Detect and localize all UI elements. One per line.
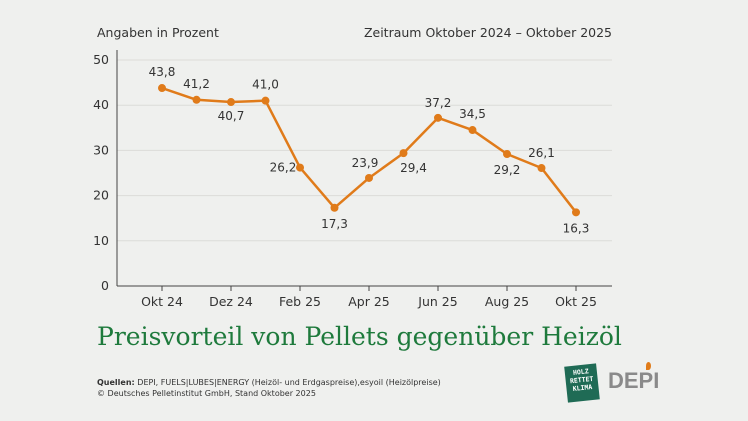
data-label: 26,2 (270, 161, 297, 175)
unit-label: Angaben in Prozent (97, 25, 219, 40)
data-point (261, 96, 270, 105)
copyright: © Deutsches Pelletinstitut GmbH, Stand O… (97, 389, 316, 398)
data-label: 34,5 (459, 107, 486, 121)
data-point (365, 173, 373, 182)
sources-label: Quellen: (97, 378, 135, 387)
data-label: 17,3 (321, 217, 348, 231)
data-point (434, 113, 442, 122)
y-tick-label: 40 (93, 97, 109, 112)
x-tick-label: Dez 24 (209, 294, 253, 309)
data-label: 41,2 (183, 77, 210, 91)
data-label: 41,0 (252, 78, 279, 92)
data-label: 29,2 (494, 163, 521, 177)
x-tick-label: Jun 25 (417, 294, 457, 309)
data-label: 40,7 (218, 109, 245, 123)
holz-rettet-klima-logo: HOLZ RETTET KLIMA (564, 363, 600, 403)
line-chart: 0 10 20 30 40 50 Okt 24 Dez 24 Feb 25 Apr 25 Jun 2… (93, 50, 612, 309)
y-tick-label: 10 (93, 233, 109, 248)
data-point (572, 208, 580, 217)
data-point (330, 203, 339, 212)
y-tick-label: 20 (93, 188, 109, 203)
data-point (192, 95, 201, 104)
x-tick-label: Aug 25 (485, 294, 529, 309)
data-label: 29,4 (400, 161, 427, 175)
chart-title: Preisvorteil von Pellets gegenüber Heizö… (97, 322, 622, 351)
y-tick-label: 30 (93, 142, 109, 157)
y-tick-label: 0 (101, 278, 109, 293)
data-point (296, 163, 304, 172)
data-label: 23,9 (352, 156, 379, 170)
data-label: 16,3 (563, 221, 590, 235)
data-point (537, 164, 546, 173)
period-label: Zeitraum Oktober 2024 – Oktober 2025 (363, 25, 612, 40)
x-tick-label: Okt 24 (141, 294, 183, 309)
data-label: 43,8 (149, 65, 176, 79)
sources-text: DEPI, FUELS|LUBES|ENERGY (Heizöl- und Er… (134, 378, 441, 387)
y-tick-label: 50 (93, 52, 109, 67)
x-tick-label: Okt 25 (555, 294, 597, 309)
x-tick-label: Apr 25 (348, 294, 390, 309)
data-point (158, 84, 166, 93)
depi-logo: DEPI (608, 362, 659, 394)
data-point (503, 150, 511, 159)
data-label: 26,1 (528, 146, 555, 160)
data-point (468, 126, 477, 135)
x-tick-label: Feb 25 (279, 294, 321, 309)
data-label: 37,2 (425, 96, 452, 110)
data-point (227, 98, 235, 107)
data-point (399, 149, 408, 158)
sources: Quellen: DEPI, FUELS|LUBES|ENERGY (Heizö… (97, 377, 441, 399)
